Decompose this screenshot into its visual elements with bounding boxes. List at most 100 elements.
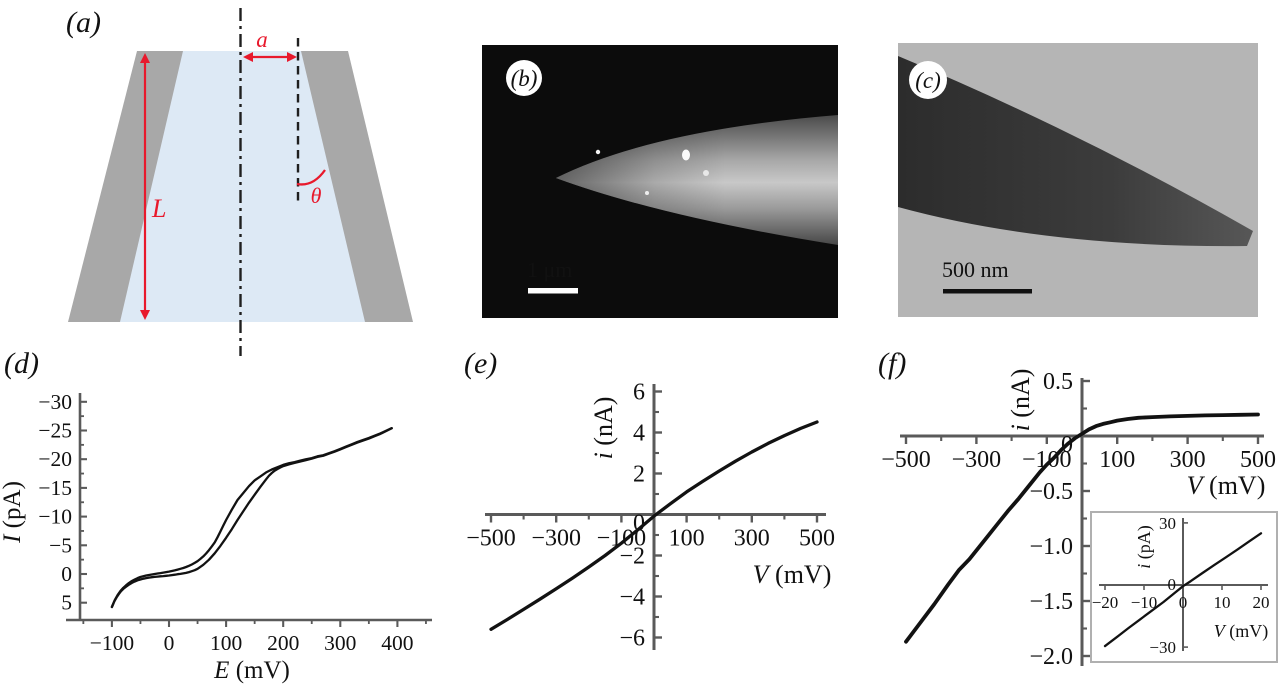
x-axis-unit: (mV) [769,560,832,589]
radius-arrow [243,52,297,62]
y-tick-label: −30 [1149,638,1176,657]
y-axis-variable: i [589,452,618,459]
panel-a-label: (a) [66,6,101,39]
x-tick-label: 500 [1240,447,1276,473]
y-tick-label: 5 [61,591,72,615]
inset-x-axis-title: V (mV) [1214,621,1269,642]
panel-d-label: (d) [4,347,39,380]
y-axis-variable: I [0,533,26,544]
y-tick-label: 30 [1159,514,1176,533]
x-tick-label: −20 [1092,593,1119,612]
panel-e-y-axis-title: i (nA) [589,397,618,460]
inset-y-axis-title: i (pA) [1134,525,1155,569]
panel-f-label: (f) [878,347,906,380]
x-tick-label: 400 [381,631,413,655]
y-tick-label: −6 [619,626,645,652]
angle-annotation-label: θ [311,183,322,208]
x-tick-label: 300 [324,631,356,655]
y-tick-label: 0 [61,562,72,586]
x-tick-label: −300 [952,447,1002,473]
x-tick-label: −300 [531,526,581,552]
scale-bar-b-text: 1 μm [527,257,572,282]
x-axis-variable: V [1214,621,1227,641]
panel-e-label: (e) [464,347,497,380]
panel-a-schematic: (a) a L θ [66,6,413,356]
x-axis-unit: (mV) [229,657,289,684]
y-tick-label: −1.5 [1029,589,1073,615]
pipette-lumen-shape [120,51,365,322]
y-axis-variable: i [1006,424,1035,431]
length-arrowhead-top [140,53,150,63]
y-tick-label: −15 [38,476,72,500]
pipette-tip-tem [898,56,1253,247]
y-axis-unit: (pA) [0,481,26,534]
x-tick-label: 200 [267,631,299,655]
panel-f-chart: (f) −500 −300 −100 100 300 5000.50−0.5−1.0−1.… [878,347,1278,670]
x-tick-label: 0 [164,631,175,655]
series-reverse-sweep [110,427,393,609]
debris-speck [645,191,649,195]
panel-f-y-axis-title: i (nA) [1006,369,1035,432]
y-axis-unit: (pA) [1134,525,1155,564]
panel-f-x-axis-title: V (mV) [1187,471,1266,500]
series-low-voltage-iv-curve [1103,532,1263,648]
panel-d-plot-area: −100 0 100 200 300 400 −30 −25 −20 −15 −10 −5 0 5 [38,390,432,655]
y-tick-label: −30 [38,390,72,414]
x-tick-label: 20 [1253,593,1270,612]
x-tick-label: −100 [90,631,134,655]
cone-angle-arc [296,169,326,186]
y-axis-unit: (nA) [589,397,618,453]
x-tick-label: 10 [1214,593,1231,612]
panel-d-chart: (d) −100 0 100 200 300 400 −30 −25 −20 −15 −10 −5 0 5… [0,347,432,684]
x-axis-variable: V [753,560,772,589]
x-tick-label: −10 [1131,593,1158,612]
x-tick-label: 100 [210,631,242,655]
y-tick-label: −2.0 [1029,644,1073,670]
x-tick-label: 100 [1099,447,1135,473]
x-axis-variable: E [213,657,229,684]
panel-b-badge-circle [506,60,542,96]
radius-annotation-label: a [256,27,268,52]
scale-bar-c-text: 500 nm [942,257,1009,282]
series-iv-curve [489,420,819,631]
radius-arrowhead-right [287,52,297,62]
y-tick-label: 0 [1168,575,1177,594]
scale-bar-c [943,289,1032,294]
y-tick-label: −2 [619,544,645,570]
y-tick-label: −25 [38,419,72,443]
y-tick-label: −1.0 [1029,534,1073,560]
series-rectifying-iv-curve [904,412,1260,644]
panel-f-inset-plot-area: −20 −10 0 10 20 30 0 −30 [1092,514,1270,657]
x-axis-unit: (mV) [1203,471,1266,500]
x-tick-label: −500 [881,447,931,473]
panel-f-plot-area: −500 −300 −100 100 300 5000.50−0.5−1.0−1.5−2.… [881,369,1276,670]
x-tick-label: −100 [1022,447,1072,473]
y-tick-label: 0.5 [1043,369,1073,395]
y-tick-label: −20 [38,447,72,471]
y-tick-label: −0.5 [1029,479,1073,505]
scale-bar-b [528,288,578,294]
debris-speck [682,149,690,161]
panel-c-tem-image: (c) 500 nm [898,43,1258,317]
length-arrowhead-bottom [140,310,150,320]
y-axis-variable: i [1134,564,1154,569]
x-tick-label: −500 [466,526,516,552]
panel-b-label: (b) [511,66,538,91]
y-tick-label: −10 [38,505,72,529]
x-tick-label: 100 [669,526,705,552]
x-axis-unit: (mV) [1225,621,1269,642]
y-axis-unit: (nA) [1006,369,1035,425]
y-tick-label: 6 [633,380,645,406]
length-arrow [140,53,150,320]
x-axis-variable: V [1187,471,1206,500]
panel-e-x-axis-title: V (mV) [753,560,832,589]
debris-speck [703,170,709,176]
panel-c-badge-circle [909,61,947,99]
x-tick-label: 0 [1179,593,1188,612]
x-tick-label: 300 [734,526,770,552]
y-tick-label: 4 [633,421,645,447]
panel-d-x-axis-title: E (mV) [213,657,290,684]
